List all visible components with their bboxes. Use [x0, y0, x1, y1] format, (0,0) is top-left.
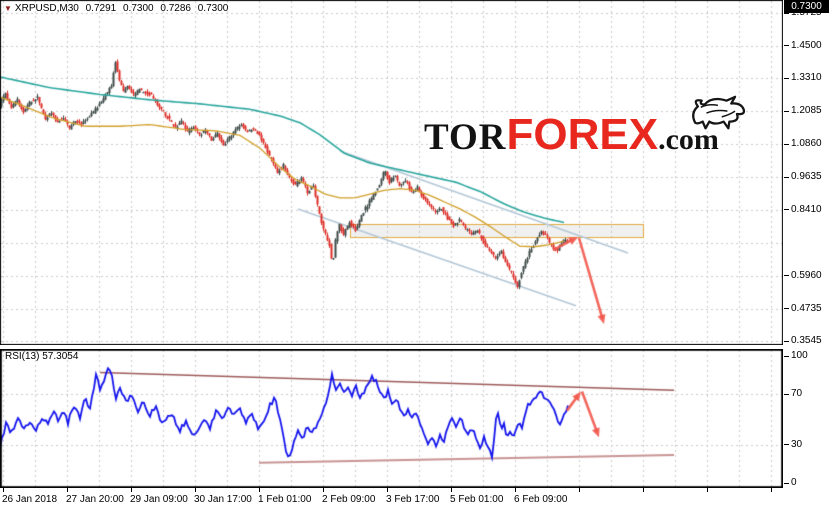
price-tick [784, 275, 789, 277]
rsi-tick [784, 482, 789, 484]
price-tick [784, 340, 789, 342]
time-tick [451, 488, 452, 492]
time-axis-label: 26 Jan 2018 [2, 494, 58, 505]
symbol-header: ▼ XRPUSD,M30 0.7291 0.7300 0.7286 0.7300 [4, 3, 232, 14]
time-axis-label: 5 Feb 01:00 [450, 494, 504, 505]
rsi-tick [784, 444, 789, 446]
time-tick [515, 488, 516, 492]
price-tick [784, 209, 789, 211]
price-tick [784, 77, 789, 79]
time-axis-label: 29 Jan 09:00 [130, 494, 188, 505]
time-tick [259, 488, 260, 492]
price-axis-label: 0.3545 [791, 335, 822, 346]
price-axis-label: 1.0860 [791, 138, 822, 149]
price-axis-label: 0.4735 [791, 302, 822, 314]
time-axis-label: 27 Jan 20:00 [66, 494, 124, 505]
price-axis-label: 1.4500 [791, 39, 822, 51]
time-axis-label: 30 Jan 17:00 [194, 494, 252, 505]
rsi-axis-label: 70 [791, 388, 803, 400]
time-tick [579, 488, 580, 492]
logo-text-com: .com [658, 123, 719, 156]
ohlc-close: 0.7300 [197, 3, 229, 14]
time-tick [3, 488, 4, 492]
time-axis-label: 2 Feb 09:00 [322, 494, 376, 505]
rsi-tick [784, 355, 789, 357]
logo-text-forex: FOREX [506, 110, 659, 159]
price-axis-label: 0.8410 [791, 203, 822, 215]
time-tick [323, 488, 324, 492]
price-tick [784, 143, 789, 145]
time-tick [195, 488, 196, 492]
price-tick [784, 12, 789, 14]
time-axis-label: 6 Feb 09:00 [514, 494, 568, 505]
ohlc-open: 0.7291 [85, 3, 117, 14]
symbol-name: XRPUSD,M30 [14, 3, 79, 14]
rsi-indicator-canvas[interactable] [0, 349, 783, 488]
rsi-label: RSI(13) 57.3054 [5, 351, 79, 362]
time-tick [387, 488, 388, 492]
price-axis-label: 1.2085 [791, 105, 822, 117]
rsi-tick [784, 393, 789, 395]
price-tick [784, 45, 789, 47]
price-axis-label: 0.9635 [791, 171, 822, 182]
price-tick [784, 110, 789, 112]
time-tick [707, 488, 708, 492]
bull-bear-icon [685, 94, 747, 139]
rsi-axis-label: 0 [791, 477, 797, 488]
time-tick [771, 488, 772, 492]
price-tick [784, 308, 789, 310]
current-price-tag: 0.7300 [784, 0, 829, 13]
rsi-axis-label: 30 [791, 438, 803, 450]
ohlc-high: 0.7300 [122, 3, 154, 14]
rsi-axis-label: 100 [791, 350, 808, 361]
time-tick [643, 488, 644, 492]
sell-arrow-icon: ▼ [4, 4, 12, 13]
time-axis-label: 3 Feb 17:00 [386, 494, 440, 505]
price-axis-label: 0.5960 [791, 269, 822, 281]
ohlc-low: 0.7286 [160, 3, 191, 14]
torforex-watermark: TOR FOREX .com [424, 95, 745, 160]
time-tick [67, 488, 68, 492]
price-axis-label: 1.3310 [791, 72, 822, 84]
time-axis-label: 1 Feb 01:00 [258, 494, 312, 505]
logo-text-tor: TOR [424, 117, 507, 158]
main-price-chart-canvas[interactable] [0, 0, 783, 345]
time-tick [131, 488, 132, 492]
price-tick [784, 176, 789, 178]
